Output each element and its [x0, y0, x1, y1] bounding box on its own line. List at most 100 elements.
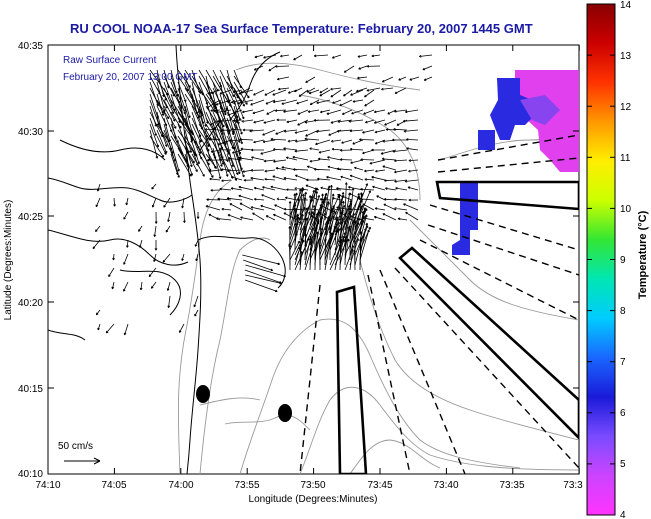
- current-vector: [184, 153, 193, 176]
- current-vector: [289, 192, 298, 221]
- current-vector: [206, 158, 221, 162]
- current-vector: [209, 177, 221, 181]
- legend-line-2: February 20, 2007 13:00 GMT: [63, 72, 198, 83]
- current-vector: [328, 227, 332, 260]
- current-vector: [249, 129, 265, 133]
- current-vector: [359, 211, 365, 236]
- current-vector: [349, 187, 355, 221]
- current-vector: [348, 119, 364, 123]
- current-vector: [253, 197, 265, 201]
- current-vector: [275, 167, 287, 171]
- current-vector: [319, 89, 331, 97]
- current-vector: [150, 281, 157, 289]
- current-vector: [359, 138, 375, 141]
- current-vector: [351, 109, 364, 115]
- current-vector: [219, 89, 232, 95]
- current-vector: [349, 193, 360, 226]
- current-vector: [387, 109, 397, 115]
- current-vector: [343, 89, 353, 97]
- lat-tick-label: 40:10: [18, 469, 43, 480]
- colorbar-tick-label: 11: [620, 153, 631, 164]
- current-vector: [139, 281, 143, 291]
- current-vector: [349, 222, 360, 256]
- current-vector: [220, 168, 232, 171]
- current-vector: [299, 244, 302, 266]
- current-vector: [226, 117, 235, 136]
- current-vector: [233, 123, 241, 143]
- current-vector: [163, 197, 171, 208]
- current-vector: [111, 281, 115, 290]
- current-vector: [329, 206, 335, 226]
- current-vector: [283, 129, 298, 133]
- current-vector: [215, 109, 232, 114]
- current-vector: [272, 99, 287, 104]
- current-vector: [353, 249, 356, 271]
- current-vector: [309, 99, 320, 105]
- legend-line-1: Raw Surface Current: [63, 55, 157, 66]
- current-vector: [329, 193, 335, 221]
- figure-title: RU COOL NOAA-17 Sea Surface Temperature:…: [70, 21, 533, 36]
- current-vector: [331, 54, 342, 59]
- current-vector: [287, 139, 298, 143]
- current-vector: [198, 147, 210, 166]
- current-vector: [294, 149, 309, 153]
- current-vector: [406, 138, 419, 141]
- current-vector: [195, 253, 199, 262]
- current-vector: [349, 174, 364, 181]
- current-vector: [264, 169, 276, 173]
- current-vector: [252, 109, 265, 115]
- current-vector: [166, 281, 171, 291]
- current-vector: [374, 129, 386, 134]
- current-vector: [316, 99, 331, 104]
- current-vector: [281, 99, 298, 105]
- colorbar-tick-labels: 14 13 12 11 10 9 8 7 6 5 4: [620, 0, 632, 519]
- lon-tick-label: 73:45: [367, 480, 392, 491]
- current-vector: [339, 200, 345, 226]
- current-vector: [219, 187, 232, 191]
- sst-satellite-patches: [452, 70, 579, 255]
- current-vector: [148, 267, 157, 278]
- current-vector: [220, 128, 232, 132]
- current-vector: [373, 215, 386, 221]
- current-vector: [394, 207, 408, 211]
- current-vector: [394, 109, 408, 113]
- current-vector: [408, 169, 419, 173]
- current-vector: [359, 222, 369, 256]
- current-vector: [276, 118, 287, 122]
- current-vector: [336, 187, 353, 191]
- current-vector: [208, 137, 221, 141]
- current-vector: [123, 211, 129, 220]
- y-axis-label: Latitude (Degrees:Minutes): [3, 200, 14, 321]
- current-vector: [274, 109, 287, 112]
- range-lines: [299, 134, 579, 474]
- current-vector: [313, 118, 331, 122]
- colorbar-tick-label: 13: [620, 51, 632, 62]
- current-vector: [210, 109, 221, 112]
- current-vector: [245, 264, 286, 278]
- current-vector: [244, 279, 278, 293]
- current-vector: [212, 147, 222, 180]
- current-vector: [339, 191, 345, 216]
- current-vector: [349, 147, 364, 151]
- current-vector: [295, 139, 309, 143]
- current-vector: [253, 119, 265, 124]
- current-vector: [394, 87, 407, 94]
- colorbar-tick-label: 6: [620, 408, 626, 419]
- lat-tick-label: 40:35: [18, 41, 43, 52]
- current-vector: [112, 253, 115, 261]
- lat-tick-labels: 40:35 40:30 40:25 40:20 40:15 40:10: [18, 41, 43, 480]
- current-vector: [151, 183, 157, 190]
- current-vector: [250, 206, 265, 211]
- current-vector: [296, 99, 309, 105]
- current-vector: [233, 87, 245, 107]
- current-vector: [276, 76, 290, 81]
- current-vector: [95, 225, 101, 232]
- current-vector: [364, 99, 375, 107]
- current-vector: [184, 99, 191, 119]
- lon-tick-label: 74:00: [168, 480, 193, 491]
- current-vector: [382, 213, 397, 221]
- lat-tick-label: 40:30: [18, 127, 43, 138]
- current-vector: [231, 128, 243, 131]
- current-vector: [366, 87, 381, 92]
- map-frame: [47, 44, 580, 475]
